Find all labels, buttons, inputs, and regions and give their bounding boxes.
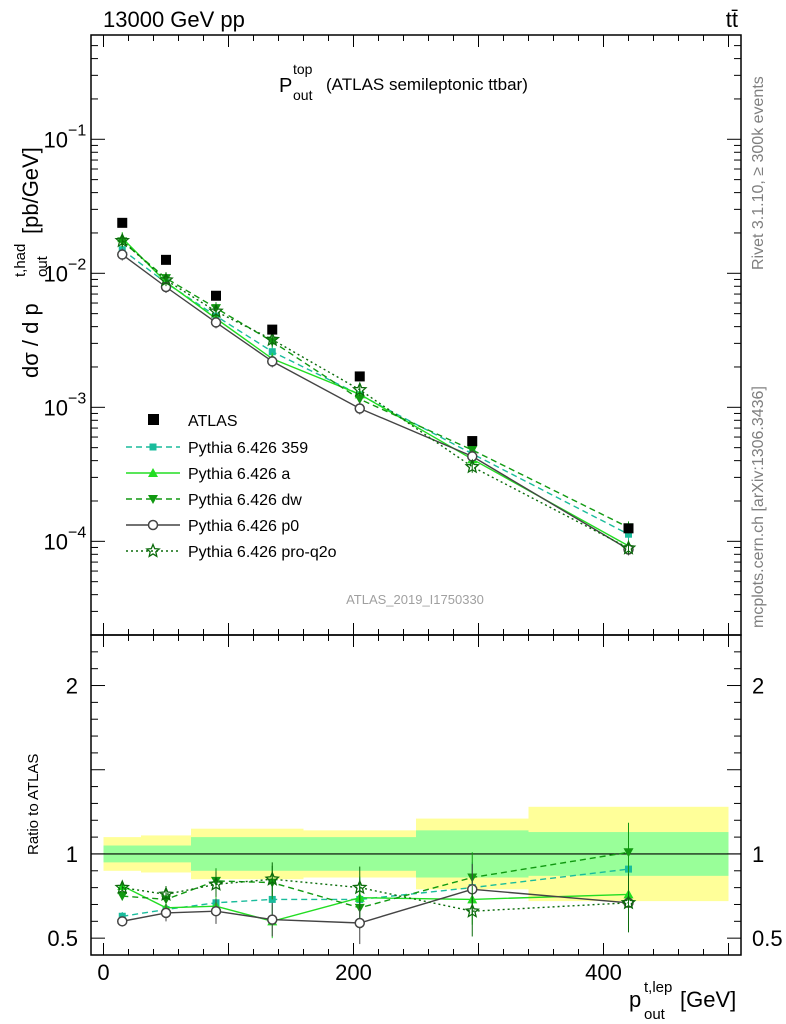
ratio-point-4-4	[351, 879, 368, 895]
ratio-point-3-4	[354, 917, 365, 929]
x-tick-label-2: 400	[585, 960, 622, 985]
ratio-series	[114, 822, 637, 945]
legend-marker-1	[148, 468, 158, 477]
ylabel-sup: t,had	[12, 244, 29, 277]
main-series	[114, 232, 637, 556]
legend-label-atlas: ATLAS	[188, 413, 238, 430]
title-main: P	[279, 75, 292, 97]
legend-label-0: Pythia 6.426 359	[188, 440, 308, 457]
ratio-point-4-2	[208, 876, 224, 891]
legend-label-4: Pythia 6.426 pro-q2o	[188, 544, 337, 561]
x-axis-label: p t,lep out [GeV]	[629, 979, 736, 1023]
xlabel-unit: [GeV]	[680, 987, 736, 1012]
legend-marker-atlas	[148, 414, 159, 425]
atlas-point-5	[467, 436, 478, 447]
process-label: tt̄	[726, 7, 738, 32]
rivet-version-label: Rivet 3.1.10, ≥ 300k events	[750, 76, 767, 270]
ratio-point-3-1	[160, 907, 172, 919]
energy-label: 13000 GeV pp	[103, 7, 245, 32]
atlas-point-6	[623, 523, 634, 534]
main-point-3-4	[354, 403, 365, 414]
ylabel-sub: out	[34, 255, 51, 277]
analysis-id: ATLAS_2019_I1750330	[346, 592, 484, 607]
ratio-point-3-3	[267, 914, 278, 925]
main-point-0-6	[625, 530, 632, 538]
main-point-4-1	[158, 271, 174, 287]
main-point-2-4	[354, 395, 365, 405]
ratio-point-2-6	[623, 848, 634, 858]
legend-marker-3	[147, 519, 159, 531]
ratio-point-4-1	[158, 886, 174, 901]
ratio-tick-label-0: 0.5	[47, 926, 78, 951]
title-sub: out	[293, 87, 313, 103]
legend-marker-2	[148, 495, 158, 504]
ratio-point-4-5	[464, 903, 480, 918]
ratio-tick-label-1: 1	[66, 842, 78, 867]
legend: ATLAS Pythia 6.426 359 Pythia 6.426 a Pyth…	[126, 413, 337, 561]
atlas-point-1	[161, 254, 171, 265]
y-tick-exp-2: −3	[68, 390, 86, 407]
main-point-4-5	[464, 458, 480, 474]
main-point-3-2	[210, 317, 222, 328]
y-axis-label: dσ / d p t,had out [pb/GeV]	[12, 147, 51, 378]
y-tick-exp-1: −2	[68, 256, 86, 273]
y-tick-label-0: 10	[44, 127, 68, 152]
xlabel-sup: t,lep	[644, 979, 672, 996]
y-tick-label-1: 10	[44, 261, 68, 286]
title-sup: top	[293, 61, 313, 77]
ratio-plot-frame	[90, 634, 742, 956]
legend-marker-0	[149, 443, 157, 451]
xlabel-main: p	[629, 987, 641, 1012]
y-tick-label-3: 10	[44, 529, 68, 554]
atlas-point-2	[211, 290, 221, 301]
ylabel-main: dσ / d p	[18, 303, 43, 378]
ratio-point-4-3	[264, 871, 280, 886]
atlas-point-3	[267, 324, 278, 335]
main-point-4-3	[264, 331, 280, 347]
legend-label-3: Pythia 6.426 p0	[188, 518, 299, 535]
main-point-4-6	[620, 539, 637, 555]
x-tick-label-1: 200	[335, 960, 372, 985]
y-tick-label-2: 10	[44, 395, 68, 420]
mcplots-label: mcplots.cern.ch [arXiv:1306.3436]	[750, 386, 767, 628]
legend-marker-4	[145, 542, 161, 558]
title-rest: (ATLAS semileptonic ttbar)	[326, 75, 528, 94]
ratio-point-3-0	[117, 916, 128, 927]
xlabel-sub: out	[644, 1006, 666, 1023]
ratio-point-4-0	[114, 879, 131, 895]
ratio-point-4-6	[620, 894, 637, 910]
ratio-tick-label-right-0: 0.5	[752, 926, 783, 951]
main-point-3-0	[117, 249, 128, 260]
ratio-point-3-2	[210, 905, 222, 917]
ylabel-unit: [pb/GeV]	[18, 147, 43, 234]
ratio-tick-label-right-2: 2	[752, 674, 764, 699]
legend-label-1: Pythia 6.426 a	[188, 466, 290, 483]
legend-label-2: Pythia 6.426 dw	[188, 492, 302, 509]
x-tick-label-0: 0	[97, 960, 109, 985]
main-point-4-2	[208, 303, 224, 318]
data-points	[117, 217, 634, 534]
ratio-y-label: Ratio to ATLAS	[25, 754, 42, 855]
y-tick-exp-3: −4	[68, 524, 86, 541]
uncertainty-bands	[91, 806, 741, 902]
main-point-3-3	[267, 356, 278, 367]
main-point-4-4	[352, 381, 368, 397]
y-tick-exp-0: −1	[68, 122, 86, 139]
atlas-point-0	[117, 217, 128, 228]
ratio-point-2-0	[117, 892, 128, 902]
plot-title: P top out (ATLAS semileptonic ttbar)	[279, 61, 528, 103]
main-point-0-3	[268, 348, 276, 356]
ratio-tick-label-2: 2	[66, 674, 78, 699]
main-series-line-2	[121, 240, 629, 529]
main-point-4-0	[114, 232, 131, 248]
atlas-point-4	[354, 371, 365, 382]
ratio-tick-label-right-1: 1	[752, 842, 764, 867]
